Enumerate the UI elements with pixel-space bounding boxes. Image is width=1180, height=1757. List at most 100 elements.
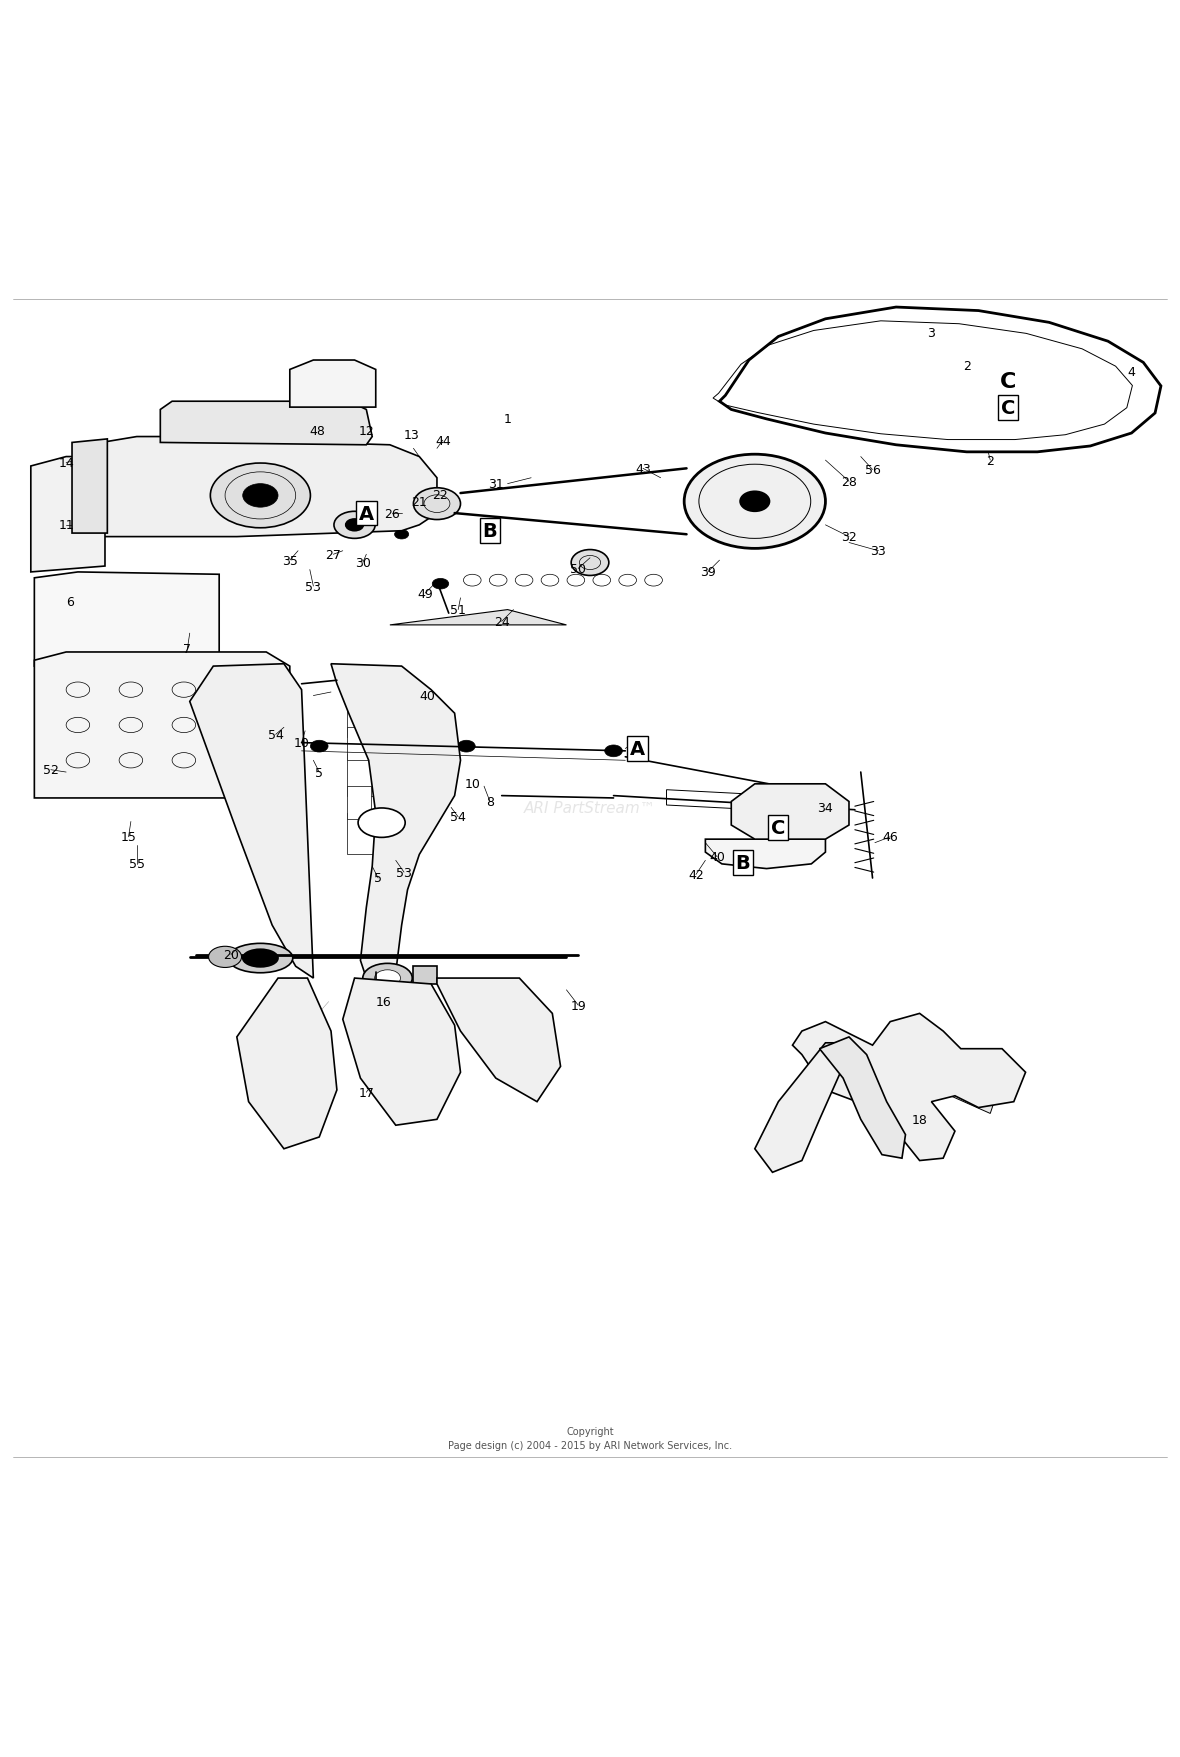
Ellipse shape [243,485,278,508]
Polygon shape [290,360,375,408]
Text: 48: 48 [309,425,325,437]
Ellipse shape [585,560,595,566]
Text: 4: 4 [1128,365,1135,380]
Bar [347,696,376,738]
Ellipse shape [362,965,412,993]
Text: 46: 46 [883,831,898,843]
Ellipse shape [458,741,476,752]
Text: 2: 2 [986,455,995,467]
Polygon shape [101,437,437,538]
Text: 33: 33 [871,545,886,559]
Text: 7: 7 [183,643,191,655]
Text: 20: 20 [223,949,238,961]
Ellipse shape [394,488,408,497]
Polygon shape [237,979,337,1149]
Text: 55: 55 [129,857,145,871]
Text: 3: 3 [927,327,936,341]
Text: 44: 44 [435,434,451,448]
Text: 41: 41 [629,734,645,747]
Text: 24: 24 [494,615,510,629]
Polygon shape [884,1061,955,1081]
Ellipse shape [604,745,622,757]
Ellipse shape [1112,423,1123,432]
Text: 53: 53 [396,866,412,878]
Ellipse shape [358,808,405,838]
Polygon shape [706,840,826,870]
Ellipse shape [228,944,293,973]
Text: 16: 16 [376,996,392,1009]
Text: 52: 52 [42,764,59,777]
Text: C: C [772,819,786,838]
Bar [347,727,371,761]
Text: 19: 19 [570,1000,586,1012]
Text: 2: 2 [963,360,971,372]
Ellipse shape [902,1063,925,1082]
Text: 31: 31 [489,478,504,490]
Text: 14: 14 [58,457,74,469]
Text: B: B [735,854,750,873]
Ellipse shape [881,1049,946,1096]
Text: 5: 5 [374,871,382,886]
Text: 5: 5 [315,766,323,778]
Ellipse shape [80,510,92,518]
Text: 49: 49 [418,587,433,601]
Polygon shape [732,784,848,840]
Text: 40: 40 [420,691,435,703]
Ellipse shape [346,520,363,531]
Polygon shape [34,652,290,798]
Text: 50: 50 [570,562,586,576]
Polygon shape [937,1079,996,1114]
Text: 51: 51 [451,604,466,617]
Text: 10: 10 [294,736,309,750]
Ellipse shape [210,464,310,529]
Ellipse shape [740,492,769,511]
Polygon shape [437,979,560,1102]
Ellipse shape [752,383,766,392]
Text: 42: 42 [688,868,703,882]
Ellipse shape [413,488,460,520]
Text: 32: 32 [841,531,857,545]
Text: 30: 30 [355,557,371,569]
Text: 1: 1 [504,413,512,427]
Text: 10: 10 [465,778,480,791]
Text: 13: 13 [404,429,419,441]
Text: C: C [1001,399,1015,418]
Text: 12: 12 [359,425,374,437]
Polygon shape [190,664,314,979]
Bar [347,756,376,796]
Text: 28: 28 [841,476,857,488]
Text: B: B [483,522,497,541]
Polygon shape [667,791,826,813]
Ellipse shape [571,550,609,576]
Text: 53: 53 [306,580,321,594]
Text: 22: 22 [433,488,448,501]
Text: A: A [629,740,644,759]
Polygon shape [72,439,107,534]
Text: ARI PartStream™: ARI PartStream™ [524,801,656,815]
Text: 11: 11 [58,518,74,532]
Text: 54: 54 [451,810,466,824]
Text: 8: 8 [486,796,494,808]
Text: 39: 39 [700,566,715,580]
Bar [347,787,371,821]
Polygon shape [31,457,105,573]
Text: 18: 18 [912,1114,927,1126]
Ellipse shape [684,455,826,550]
Ellipse shape [310,741,328,752]
Bar [347,813,376,856]
Text: C: C [999,372,1016,392]
Polygon shape [793,1014,1025,1161]
Polygon shape [820,1037,905,1158]
Text: Page design (c) 2004 - 2015 by ARI Network Services, Inc.: Page design (c) 2004 - 2015 by ARI Netwo… [448,1441,732,1451]
Polygon shape [755,1044,843,1172]
Polygon shape [413,966,437,984]
Ellipse shape [209,947,242,968]
Polygon shape [332,664,460,979]
Ellipse shape [394,531,408,539]
Polygon shape [160,402,372,446]
Text: 40: 40 [709,850,725,864]
Text: 6: 6 [66,596,73,608]
Ellipse shape [1113,388,1127,399]
Text: 15: 15 [120,831,137,843]
Polygon shape [34,573,219,666]
